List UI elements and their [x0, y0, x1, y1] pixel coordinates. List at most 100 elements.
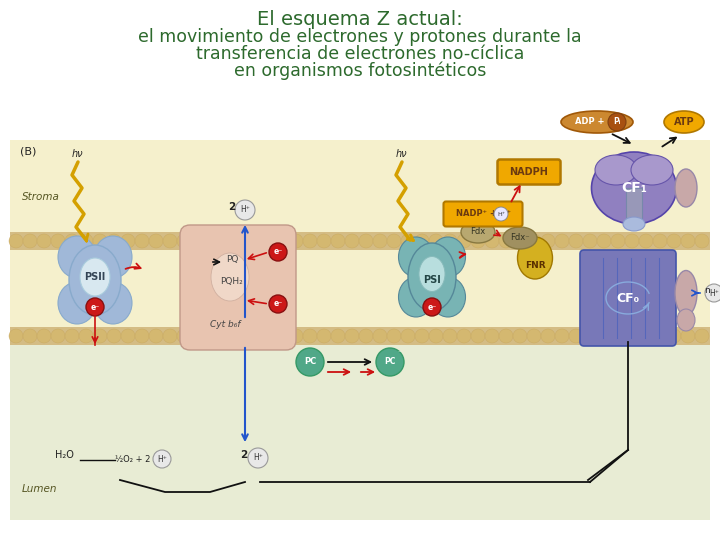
Circle shape — [205, 234, 219, 248]
Circle shape — [376, 348, 404, 376]
Ellipse shape — [592, 152, 677, 224]
Circle shape — [37, 329, 51, 343]
Text: transferencia de electrones no-cíclica: transferencia de electrones no-cíclica — [196, 45, 524, 63]
Ellipse shape — [518, 237, 552, 279]
Circle shape — [705, 284, 720, 302]
Circle shape — [9, 329, 23, 343]
Text: e⁻: e⁻ — [274, 247, 283, 256]
Ellipse shape — [675, 271, 697, 315]
Circle shape — [79, 329, 93, 343]
Circle shape — [695, 234, 709, 248]
Text: CF₁: CF₁ — [621, 181, 647, 195]
Circle shape — [51, 329, 65, 343]
Circle shape — [471, 234, 485, 248]
Circle shape — [611, 234, 625, 248]
Circle shape — [625, 329, 639, 343]
Text: (B): (B) — [20, 147, 37, 157]
Circle shape — [597, 234, 611, 248]
Circle shape — [9, 234, 23, 248]
Circle shape — [269, 243, 287, 261]
Circle shape — [65, 329, 79, 343]
Ellipse shape — [431, 277, 466, 317]
Circle shape — [65, 234, 79, 248]
Circle shape — [135, 329, 149, 343]
Circle shape — [51, 234, 65, 248]
Circle shape — [387, 329, 401, 343]
Circle shape — [583, 329, 597, 343]
FancyBboxPatch shape — [180, 225, 296, 350]
Circle shape — [233, 329, 247, 343]
Ellipse shape — [398, 277, 433, 317]
Circle shape — [289, 329, 303, 343]
Circle shape — [401, 234, 415, 248]
Circle shape — [401, 329, 415, 343]
Ellipse shape — [561, 111, 633, 133]
Text: El esquema Z actual:: El esquema Z actual: — [257, 10, 463, 29]
Circle shape — [653, 234, 667, 248]
Text: hν: hν — [396, 149, 408, 159]
Circle shape — [317, 329, 331, 343]
Text: 2: 2 — [228, 202, 235, 212]
Circle shape — [569, 234, 583, 248]
Circle shape — [443, 234, 457, 248]
Text: PC: PC — [304, 357, 316, 367]
Circle shape — [423, 298, 441, 316]
Bar — [10, 140, 710, 520]
Ellipse shape — [94, 236, 132, 278]
Circle shape — [296, 348, 324, 376]
Circle shape — [219, 234, 233, 248]
Text: Cyt b₆f: Cyt b₆f — [210, 320, 240, 329]
Circle shape — [93, 234, 107, 248]
Text: ⁻: ⁻ — [398, 350, 402, 356]
Circle shape — [667, 234, 681, 248]
Circle shape — [597, 329, 611, 343]
Circle shape — [608, 113, 626, 131]
Text: PC: PC — [384, 356, 396, 366]
Ellipse shape — [58, 236, 96, 278]
Ellipse shape — [408, 243, 456, 311]
Text: H⁺: H⁺ — [497, 212, 505, 217]
Text: PSI: PSI — [423, 275, 441, 285]
Text: PQ: PQ — [226, 255, 238, 264]
Circle shape — [639, 234, 653, 248]
Circle shape — [177, 329, 191, 343]
Circle shape — [494, 207, 508, 221]
Circle shape — [387, 234, 401, 248]
Text: NADP⁺ + H⁺: NADP⁺ + H⁺ — [456, 210, 510, 219]
Circle shape — [303, 234, 317, 248]
Circle shape — [345, 329, 359, 343]
Circle shape — [191, 329, 205, 343]
Bar — [10, 345, 710, 520]
Circle shape — [317, 234, 331, 248]
Text: ADP +: ADP + — [575, 118, 607, 126]
Circle shape — [135, 234, 149, 248]
Ellipse shape — [80, 258, 110, 296]
Circle shape — [457, 234, 471, 248]
Text: Fdx⁻: Fdx⁻ — [510, 233, 530, 242]
Circle shape — [569, 329, 583, 343]
Circle shape — [667, 329, 681, 343]
Ellipse shape — [675, 169, 697, 207]
Text: 2: 2 — [240, 450, 247, 460]
Circle shape — [373, 329, 387, 343]
Ellipse shape — [419, 256, 445, 292]
Circle shape — [681, 234, 695, 248]
Circle shape — [275, 329, 289, 343]
Ellipse shape — [461, 221, 495, 243]
Text: Stroma: Stroma — [22, 192, 60, 202]
Circle shape — [415, 329, 429, 343]
Circle shape — [485, 329, 499, 343]
Circle shape — [583, 234, 597, 248]
Circle shape — [541, 234, 555, 248]
Text: hν: hν — [72, 149, 84, 159]
Ellipse shape — [431, 237, 466, 277]
Circle shape — [235, 200, 255, 220]
Circle shape — [247, 234, 261, 248]
Circle shape — [23, 234, 37, 248]
Circle shape — [345, 234, 359, 248]
Ellipse shape — [503, 227, 537, 249]
Circle shape — [269, 295, 287, 313]
Circle shape — [443, 329, 457, 343]
Circle shape — [555, 234, 569, 248]
Ellipse shape — [595, 155, 637, 185]
